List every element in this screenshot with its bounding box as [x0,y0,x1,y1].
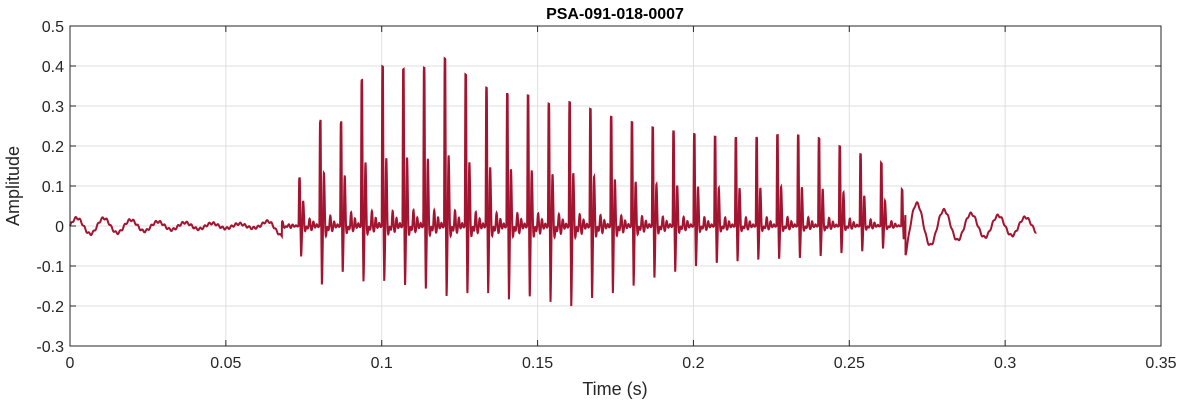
y-axis-label: Amplitude [3,146,23,226]
y-tick-label: 0.5 [42,19,64,36]
x-tick-label: 0.15 [522,355,553,372]
waveform-line [69,56,1037,307]
x-tick-label: 0.35 [1145,355,1176,372]
y-tick-label: 0 [55,219,64,236]
x-tick-label: 0.2 [682,355,704,372]
x-tick-label: 0 [66,355,75,372]
x-tick-label: 0.1 [371,355,393,372]
x-tick-labels: 0 0.05 0.1 0.15 0.2 0.25 0.3 0.35 [66,355,1177,372]
y-tick-label: 0.2 [42,139,64,156]
tick-layer [69,25,1162,347]
y-tick-label: 0.3 [42,99,64,116]
x-tick-label: 0.05 [210,355,241,372]
x-tick-label: 0.3 [994,355,1016,372]
chart-title: PSA-091-018-0007 [546,6,684,23]
x-tick-label: 0.25 [834,355,865,372]
y-tick-label: 0.1 [42,179,64,196]
waveform-layer [69,56,1037,307]
y-tick-label: -0.3 [36,339,64,356]
y-tick-label: -0.1 [36,259,64,276]
y-tick-labels: -0.3 -0.2 -0.1 0 0.1 0.2 0.3 0.4 0.5 [36,19,64,356]
x-axis-label: Time (s) [582,379,647,399]
y-tick-label: 0.4 [42,59,64,76]
y-tick-label: -0.2 [36,299,64,316]
